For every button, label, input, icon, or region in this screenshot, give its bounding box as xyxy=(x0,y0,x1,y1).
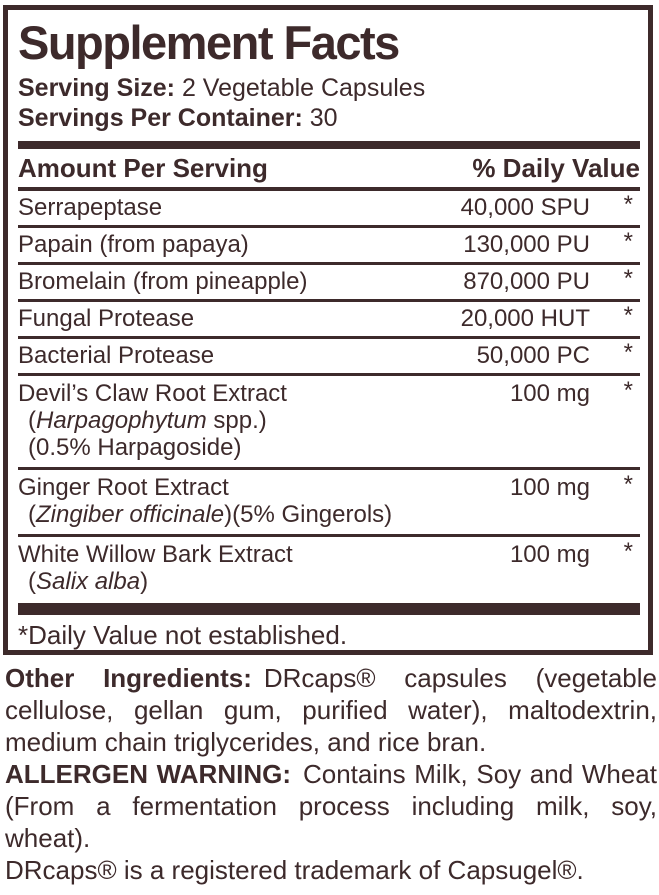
ingredient-name-cell: Bromelain (from pineapple) xyxy=(18,268,463,295)
ingredient-name: Bromelain (from pineapple) xyxy=(18,267,308,295)
ingredient-daily-value: * xyxy=(623,537,633,565)
ingredient-daily-value: * xyxy=(623,301,633,329)
ingredient-row: White Willow Bark Extract (Salix alba) 100… xyxy=(18,537,640,601)
ingredient-row: Bromelain (from pineapple) 870,000 PU * xyxy=(18,265,640,302)
ingredient-amount: 870,000 PU xyxy=(463,267,590,295)
ingredient-name: White Willow Bark Extract xyxy=(18,540,293,568)
ingredient-name: Papain (from papaya) xyxy=(18,230,249,258)
ingredient-row: Serrapeptase 40,000 SPU * xyxy=(18,191,640,228)
ingredient-daily-value: * xyxy=(623,376,633,404)
ingredient-daily-value: * xyxy=(623,190,633,218)
ingredient-subline: (Salix alba) xyxy=(28,567,149,595)
ingredient-name: Serrapeptase xyxy=(18,193,163,221)
column-header-daily-value: % Daily Value xyxy=(472,152,640,183)
ingredient-daily-value: * xyxy=(623,470,633,498)
ingredient-name-cell: Fungal Protease xyxy=(18,305,461,332)
ingredient-name: Ginger Root Extract xyxy=(18,473,229,501)
ingredient-row: Bacterial Protease 50,000 PC * xyxy=(18,339,640,376)
ingredient-name: Bacterial Protease xyxy=(18,341,215,369)
header-divider xyxy=(18,186,640,191)
ingredient-subline: (0.5% Harpagoside) xyxy=(28,433,242,461)
ingredient-row: Ginger Root Extract (Zingiber officinale)… xyxy=(18,470,640,537)
ingredient-amount: 20,000 HUT xyxy=(460,304,590,332)
ingredient-row: Devil’s Claw Root Extract (Harpagophytum … xyxy=(18,376,640,470)
ingredient-subline: (Harpagophytum spp.) xyxy=(28,406,267,434)
ingredient-name: Fungal Protease xyxy=(18,304,195,332)
supplement-label: Supplement Facts Serving Size: 2 Vegetab… xyxy=(0,5,659,886)
servings-per-container-line: Servings Per Container: 30 xyxy=(18,103,640,133)
panel-title: Supplement Facts xyxy=(18,16,400,69)
ingredient-row: Fungal Protease 20,000 HUT * xyxy=(18,302,640,339)
servings-per-container-label: Servings Per Container: xyxy=(18,103,303,132)
ingredient-name-cell: Papain (from papaya) xyxy=(18,231,463,258)
ingredient-daily-value: * xyxy=(623,264,633,292)
ingredient-amount: 100 mg xyxy=(509,540,590,568)
daily-value-footnote: *Daily Value not established. xyxy=(18,619,348,650)
ingredient-name-cell: Serrapeptase xyxy=(18,194,461,221)
other-ingredients: Other Ingredients: DRcaps® capsules (vege… xyxy=(5,663,657,757)
ingredient-amount: 100 mg xyxy=(509,473,590,501)
serving-size-label: Serving Size: xyxy=(18,73,175,102)
ingredient-name-cell: Bacterial Protease xyxy=(18,342,477,369)
ingredient-name: Devil’s Claw Root Extract xyxy=(18,379,287,407)
ingredient-amount: 100 mg xyxy=(509,379,590,407)
allergen-warning: ALLERGEN WARNING: Contains Milk, Soy and … xyxy=(5,759,657,853)
ingredient-daily-value: * xyxy=(623,227,633,255)
ingredient-amount: 130,000 PU xyxy=(463,230,590,258)
supplement-facts-panel: Supplement Facts Serving Size: 2 Vegetab… xyxy=(3,5,653,655)
ingredient-amount: 50,000 PC xyxy=(476,341,590,369)
thick-divider-top xyxy=(18,140,640,149)
ingredient-amount: 40,000 SPU xyxy=(460,193,590,221)
ingredient-daily-value: * xyxy=(623,338,633,366)
ingredient-rows: Serrapeptase 40,000 SPU * Papain (from papa… xyxy=(18,191,640,601)
table-header-row: Amount Per Serving % Daily Value xyxy=(18,149,640,187)
ingredient-subline: (Zingiber officinale)(5% Gingerols) xyxy=(28,500,393,528)
trademark-note: DRcaps® is a registered trademark of Cap… xyxy=(5,855,584,885)
ingredient-name-cell: White Willow Bark Extract (Salix alba) xyxy=(18,541,510,595)
ingredient-name-cell: Ginger Root Extract (Zingiber officinale)… xyxy=(18,474,510,528)
ingredient-row: Papain (from papaya) 130,000 PU * xyxy=(18,228,640,265)
serving-size-line: Serving Size: 2 Vegetable Capsules xyxy=(18,73,640,103)
thick-divider-bottom xyxy=(18,602,640,615)
servings-per-container-value: 30 xyxy=(309,103,338,132)
column-header-amount: Amount Per Serving xyxy=(18,152,268,183)
ingredient-name-cell: Devil’s Claw Root Extract (Harpagophytum … xyxy=(18,380,510,461)
serving-size-value: 2 Vegetable Capsules xyxy=(181,73,426,102)
footer-paragraphs: Other Ingredients: DRcaps® capsules (vege… xyxy=(5,662,657,886)
